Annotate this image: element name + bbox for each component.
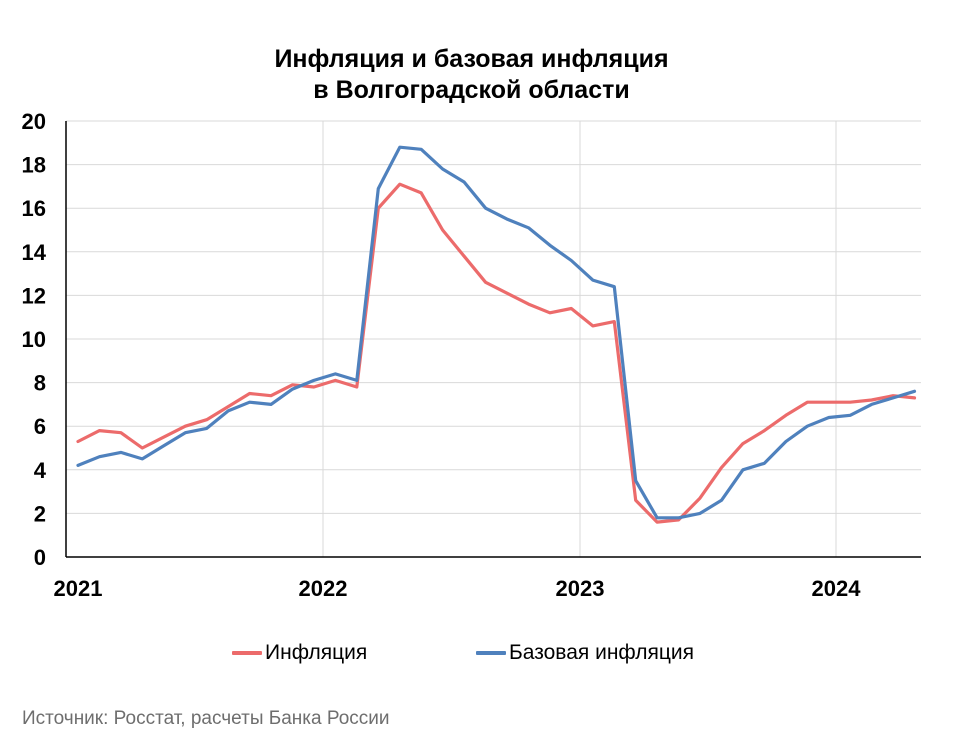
legend-label-inflation: Инфляция (265, 641, 368, 664)
x-tick-label: 2022 (299, 576, 348, 601)
source-note: Источник: Росстат, расчеты Банка России (22, 708, 390, 729)
y-tick-label: 2 (34, 501, 46, 526)
y-tick-label: 16 (22, 196, 46, 221)
x-tick-label: 2024 (812, 576, 862, 601)
legend-item-inflation: Инфляция (232, 641, 367, 665)
core-inflation-line (76, 145, 917, 520)
y-tick-label: 8 (34, 371, 46, 396)
y-tick-label: 0 (34, 545, 46, 570)
x-tick-label: 2023 (556, 576, 605, 601)
chart-title: Инфляция и базовая инфляция в Волгоградс… (0, 44, 943, 106)
inflation-line (76, 182, 917, 524)
x-tick-label: 2021 (54, 576, 103, 601)
inflation-line-chart: 0 2 4 6 8 10 12 14 16 18 20 2021 2022 2023 2024 (22, 109, 921, 601)
legend-swatch-inflation (232, 651, 262, 655)
y-tick-label: 14 (22, 240, 47, 265)
y-tick-label: 20 (22, 109, 46, 134)
chart-legend: Инфляция Базовая инфляция (0, 641, 953, 669)
chart-title-line-1: Инфляция и базовая инфляция (274, 45, 669, 73)
y-tick-label: 12 (22, 283, 46, 308)
y-tick-label: 18 (22, 153, 46, 178)
legend-swatch-core-inflation (476, 651, 506, 655)
legend-item-core-inflation: Базовая инфляция (476, 641, 694, 665)
y-tick-label: 10 (22, 327, 46, 352)
y-tick-label: 4 (34, 458, 47, 483)
legend-label-core-inflation: Базовая инфляция (509, 641, 695, 664)
y-tick-label: 6 (34, 414, 46, 439)
chart-title-line-2: в Волгоградской области (313, 76, 630, 104)
